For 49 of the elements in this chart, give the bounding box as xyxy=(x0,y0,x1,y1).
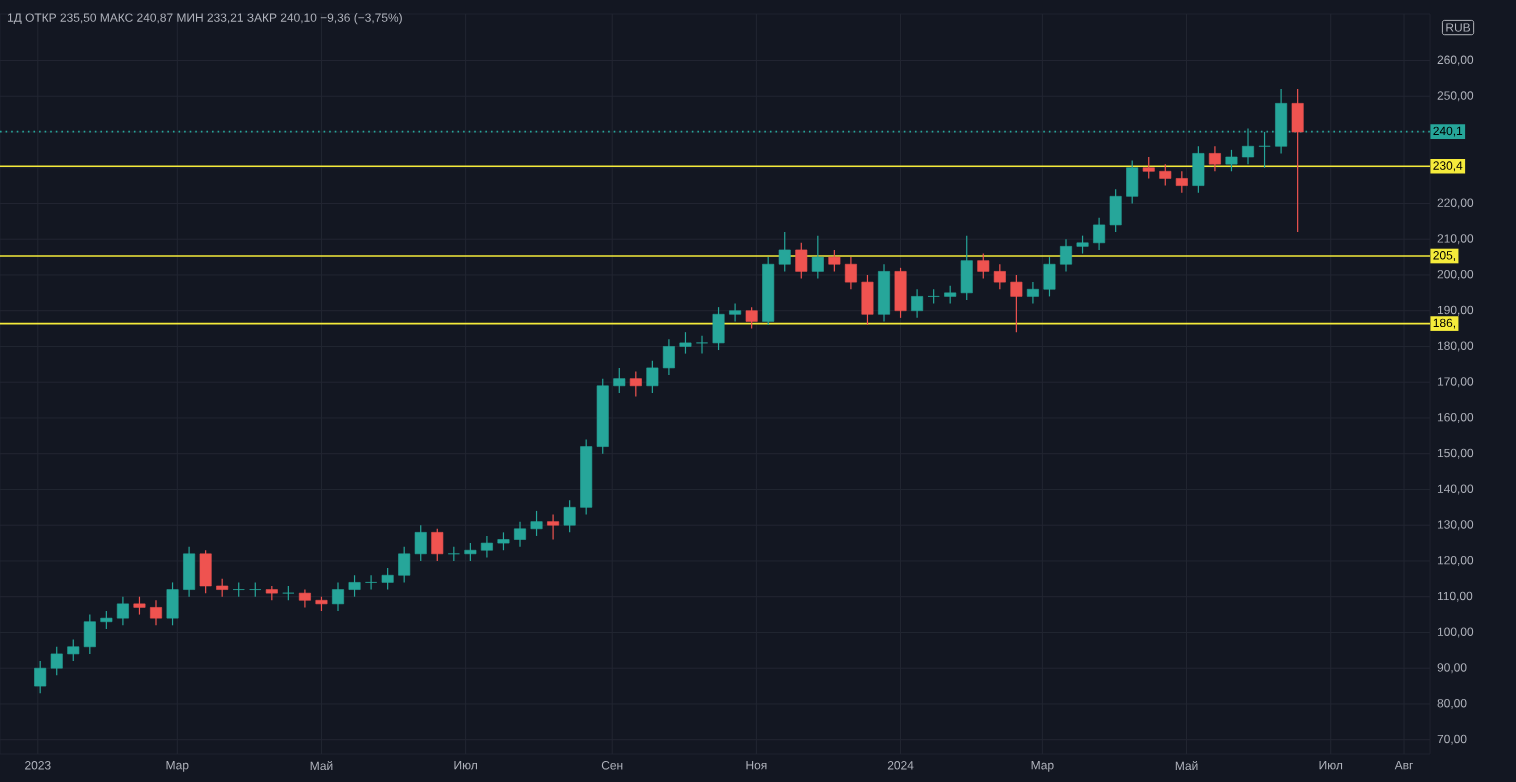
candlestick xyxy=(348,574,361,598)
candlestick xyxy=(1291,88,1304,233)
candlestick xyxy=(431,528,444,562)
candlestick xyxy=(1010,274,1023,333)
candlestick xyxy=(629,370,642,398)
candlestick xyxy=(828,249,841,272)
candlestick xyxy=(563,499,576,533)
candlestick xyxy=(480,535,493,558)
candlestick xyxy=(1060,238,1072,272)
candlestick xyxy=(1126,159,1139,205)
candlestick xyxy=(1258,131,1271,169)
candlestick xyxy=(1043,256,1056,298)
candlestick xyxy=(199,549,212,594)
candlestick xyxy=(844,256,857,290)
candlestick xyxy=(1109,188,1122,233)
candlestick xyxy=(679,331,692,355)
candlestick xyxy=(166,581,179,626)
candlestick xyxy=(712,306,725,351)
candlestick xyxy=(547,513,560,541)
candlestick xyxy=(1093,217,1106,251)
candlestick xyxy=(530,510,543,537)
candlestick xyxy=(183,546,196,598)
candlestick xyxy=(1142,156,1155,180)
candlestick xyxy=(1225,149,1238,172)
candlestick xyxy=(381,567,394,591)
candlestick xyxy=(729,302,742,323)
candlestick xyxy=(977,252,990,280)
candlestick xyxy=(514,521,526,548)
candlestick xyxy=(365,574,378,591)
candlestick xyxy=(150,599,162,626)
candlestick xyxy=(696,335,708,355)
candlestick xyxy=(116,596,129,626)
candlestick xyxy=(1159,163,1172,187)
candlestick xyxy=(861,274,874,326)
candlestick xyxy=(811,235,824,280)
candlestick xyxy=(1026,281,1039,305)
candlestick xyxy=(1192,145,1205,194)
candlestick xyxy=(911,288,924,319)
candlestick xyxy=(646,360,659,394)
candlestick xyxy=(332,581,344,612)
candlestick xyxy=(613,367,626,394)
candlestick xyxy=(662,338,675,376)
candlestick xyxy=(795,242,808,280)
candlestick xyxy=(1175,170,1188,194)
candlestick xyxy=(1208,145,1221,172)
candlestick xyxy=(894,267,907,319)
candlestick xyxy=(745,306,758,330)
candlestick xyxy=(878,263,890,323)
candlestick xyxy=(993,263,1006,290)
